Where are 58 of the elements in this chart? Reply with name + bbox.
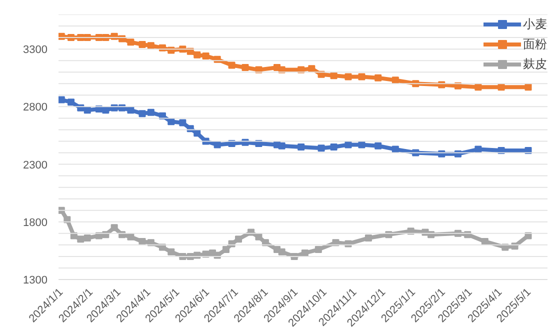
point — [127, 233, 134, 240]
point — [138, 238, 146, 245]
point — [68, 98, 75, 106]
point — [474, 84, 482, 91]
point — [344, 141, 352, 148]
point — [298, 144, 305, 150]
point — [364, 234, 372, 242]
point — [524, 84, 532, 91]
point — [77, 236, 84, 243]
point — [235, 236, 242, 243]
legend-label: 小麦 — [523, 16, 547, 32]
y-tick-label: 3300 — [23, 44, 48, 56]
point — [278, 142, 286, 150]
point — [127, 106, 134, 114]
point — [84, 234, 91, 242]
point — [242, 64, 249, 71]
point — [127, 38, 134, 46]
point — [147, 42, 154, 50]
point — [308, 65, 316, 72]
point — [330, 144, 338, 150]
point — [255, 233, 262, 240]
point — [474, 146, 482, 153]
y-tick-label: 2800 — [23, 102, 48, 114]
point — [84, 106, 91, 114]
point — [318, 144, 325, 152]
point — [138, 40, 146, 48]
point — [358, 73, 366, 80]
y-tick-label: 1800 — [23, 216, 48, 229]
point — [179, 119, 186, 126]
point — [481, 238, 488, 245]
point — [358, 141, 366, 148]
point — [330, 72, 338, 80]
legend-label: 麸皮 — [523, 56, 547, 72]
point — [168, 248, 175, 256]
point — [168, 118, 175, 126]
point — [392, 76, 399, 84]
point — [110, 224, 118, 232]
point — [202, 52, 210, 60]
y-tick-label: 2300 — [23, 159, 48, 172]
point — [374, 74, 382, 82]
legend-label: 面粉 — [523, 36, 547, 52]
point — [301, 250, 308, 256]
point — [374, 142, 382, 150]
point — [102, 106, 110, 114]
point — [147, 108, 154, 116]
point — [392, 146, 399, 153]
point — [58, 96, 65, 104]
y-tick-label: 1300 — [23, 274, 48, 286]
point — [228, 62, 236, 69]
point — [314, 246, 322, 254]
point — [498, 84, 505, 91]
point — [194, 51, 201, 58]
point — [194, 130, 201, 137]
point — [214, 141, 221, 148]
point — [344, 73, 352, 80]
point — [278, 248, 286, 256]
point — [222, 246, 230, 254]
point — [138, 110, 146, 118]
